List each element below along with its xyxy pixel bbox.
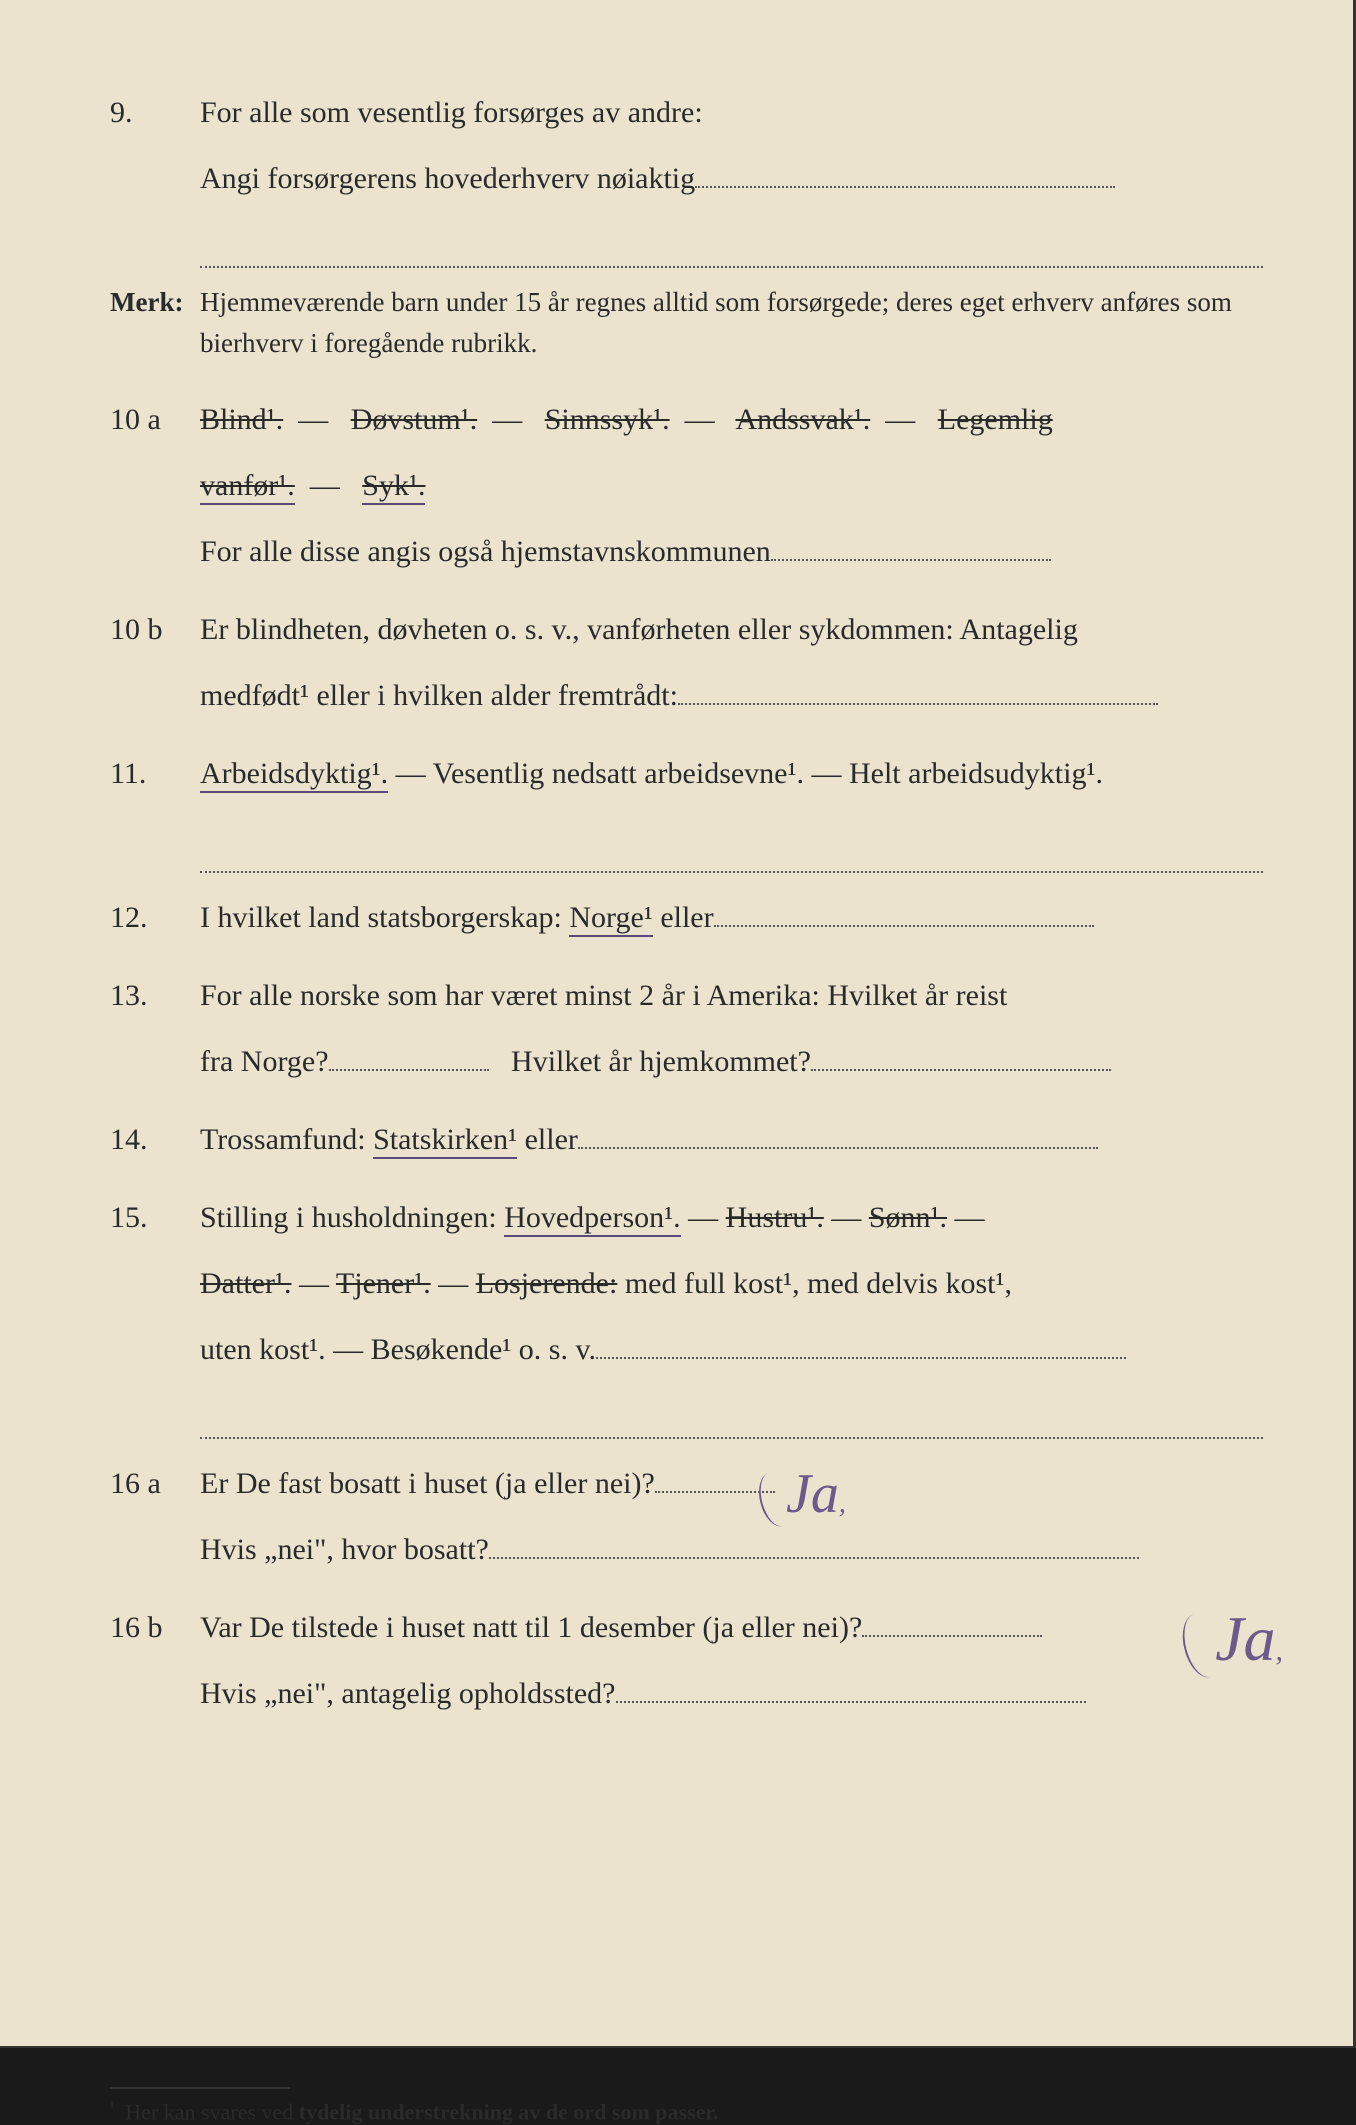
handwritten-ja: Ja, <box>1184 1569 1283 1710</box>
q10b-content: Er blindheten, døvheten o. s. v., vanfør… <box>200 597 1263 729</box>
footnote-marker: ¹ <box>110 2099 114 2115</box>
fill-line <box>329 1069 489 1071</box>
question-14: 14. Trossamfund: Statskirken¹ eller <box>110 1107 1263 1173</box>
question-16b: 16 b Var De tilstede i huset natt til 1 … <box>110 1595 1263 1727</box>
opt-tjener: Tjener¹. <box>336 1267 431 1300</box>
opt-sinnssyk: Sinnssyk¹. <box>545 403 670 436</box>
q11-number: 11. <box>110 741 200 873</box>
q12-content: I hvilket land statsborgerskap: Norge¹ e… <box>200 885 1263 951</box>
footnote: ¹ Her kan svares ved tydelig understrekn… <box>110 2099 1263 2125</box>
question-10a: 10 a Blind¹. — Døvstum¹. — Sinnssyk¹. — … <box>110 387 1263 585</box>
opt-losjerende: Losjerende: <box>476 1267 618 1300</box>
q15-number: 15. <box>110 1185 200 1439</box>
q11-content: Arbeidsdyktig¹. — Vesentlig nedsatt arbe… <box>200 741 1263 873</box>
question-11: 11. Arbeidsdyktig¹. — Vesentlig nedsatt … <box>110 741 1263 873</box>
q12-number: 12. <box>110 885 200 951</box>
opt-syk: Syk¹. <box>362 469 425 505</box>
note-merk: Merk: Hjemmeværende barn under 15 år reg… <box>110 282 1263 363</box>
question-10b: 10 b Er blindheten, døvheten o. s. v., v… <box>110 597 1263 729</box>
q15-line2: Datter¹. — Tjener¹. — Losjerende: med fu… <box>200 1251 1263 1317</box>
opt-norge: Norge¹ <box>569 901 652 937</box>
fill-line <box>578 1147 1098 1149</box>
q13-line1: For alle norske som har været minst 2 år… <box>200 963 1263 1029</box>
fill-line <box>811 1069 1111 1071</box>
opt-sonn: Sønn¹. <box>869 1201 947 1234</box>
fill-line <box>596 1357 1126 1359</box>
q14-content: Trossamfund: Statskirken¹ eller <box>200 1107 1263 1173</box>
census-form-page: 9. For alle som vesentlig forsørges av a… <box>0 0 1356 2048</box>
q16a-number: 16 a <box>110 1451 200 1583</box>
q10b-line1a: Er blindheten, døvheten o. s. v., vanfør… <box>200 597 1263 663</box>
fill-line <box>714 925 1094 927</box>
fill-line <box>655 1491 775 1493</box>
fill-line <box>200 212 1263 268</box>
q9-line2: Angi forsørgerens hovederhverv nøiaktig <box>200 146 1263 212</box>
opt-dovstum: Døvstum¹. <box>351 403 478 436</box>
opt-arbeidsdyktig: Arbeidsdyktig¹. <box>200 757 388 793</box>
q9-number: 9. <box>110 80 200 268</box>
q16a-line1: Er De fast bosatt i huset (ja eller nei)… <box>200 1451 1263 1517</box>
opt-datter: Datter¹. <box>200 1267 291 1300</box>
fill-line <box>489 1557 1139 1559</box>
q13-number: 13. <box>110 963 200 1095</box>
q9-line1: For alle som vesentlig forsørges av andr… <box>200 80 1263 146</box>
opt-andssvak: Andssvak¹. <box>735 403 870 436</box>
fill-line <box>616 1701 1086 1703</box>
q15-line1: Stilling i husholdningen: Hovedperson¹. … <box>200 1185 1263 1251</box>
opt-blind: Blind¹. <box>200 403 283 436</box>
footnote-rule <box>110 2087 290 2089</box>
q10a-number: 10 a <box>110 387 200 585</box>
opt-vanfor: vanfør¹. <box>200 469 295 505</box>
question-15: 15. Stilling i husholdningen: Hovedperso… <box>110 1185 1263 1439</box>
question-13: 13. For alle norske som har været minst … <box>110 963 1263 1095</box>
q16b-content: Var De tilstede i huset natt til 1 desem… <box>200 1595 1263 1727</box>
opt-hovedperson: Hovedperson¹. <box>504 1201 680 1237</box>
opt-legemlig: Legemlig <box>938 403 1053 436</box>
q13-content: For alle norske som har været minst 2 år… <box>200 963 1263 1095</box>
q15-content: Stilling i husholdningen: Hovedperson¹. … <box>200 1185 1263 1439</box>
q16a-content: Er De fast bosatt i huset (ja eller nei)… <box>200 1451 1263 1583</box>
q10a-line2: For alle disse angis også hjemstavnskomm… <box>200 519 1263 585</box>
q10a-content: Blind¹. — Døvstum¹. — Sinnssyk¹. — Andss… <box>200 387 1263 585</box>
q14-number: 14. <box>110 1107 200 1173</box>
q10a-options-line1: Blind¹. — Døvstum¹. — Sinnssyk¹. — Andss… <box>200 387 1263 453</box>
q10a-options-line2: vanfør¹. — Syk¹. <box>200 453 1263 519</box>
q11-line: Arbeidsdyktig¹. — Vesentlig nedsatt arbe… <box>200 741 1263 807</box>
fill-line <box>200 1383 1263 1439</box>
handwritten-ja: Ja, <box>760 1433 846 1556</box>
q15-line3: uten kost¹. — Besøkende¹ o. s. v. <box>200 1317 1263 1383</box>
merk-label: Merk: <box>110 282 200 363</box>
q10b-line1b: medfødt¹ eller i hvilken alder fremtrådt… <box>200 663 1263 729</box>
q13-line2: fra Norge? Hvilket år hjemkommet? <box>200 1029 1263 1095</box>
question-16a: 16 a Er De fast bosatt i huset (ja eller… <box>110 1451 1263 1583</box>
merk-text: Hjemmeværende barn under 15 år regnes al… <box>200 282 1263 363</box>
opt-hustru: Hustru¹. <box>726 1201 824 1234</box>
fill-line <box>695 186 1115 188</box>
q10b-number: 10 b <box>110 597 200 729</box>
q9-content: For alle som vesentlig forsørges av andr… <box>200 80 1263 268</box>
fill-line <box>678 703 1158 705</box>
question-12: 12. I hvilket land statsborgerskap: Norg… <box>110 885 1263 951</box>
fill-line <box>771 559 1051 561</box>
q16b-number: 16 b <box>110 1595 200 1727</box>
q16a-line2: Hvis „nei", hvor bosatt? <box>200 1517 1263 1583</box>
opt-statskirken: Statskirken¹ <box>373 1123 517 1159</box>
fill-line <box>200 817 1263 873</box>
footnote-text: Her kan svares ved tydelig understreknin… <box>125 2099 718 2124</box>
question-9: 9. For alle som vesentlig forsørges av a… <box>110 80 1263 268</box>
fill-line <box>862 1635 1042 1637</box>
q16b-line2: Hvis „nei", antagelig opholdssted? <box>200 1661 1263 1727</box>
q16b-line1: Var De tilstede i huset natt til 1 desem… <box>200 1595 1263 1661</box>
